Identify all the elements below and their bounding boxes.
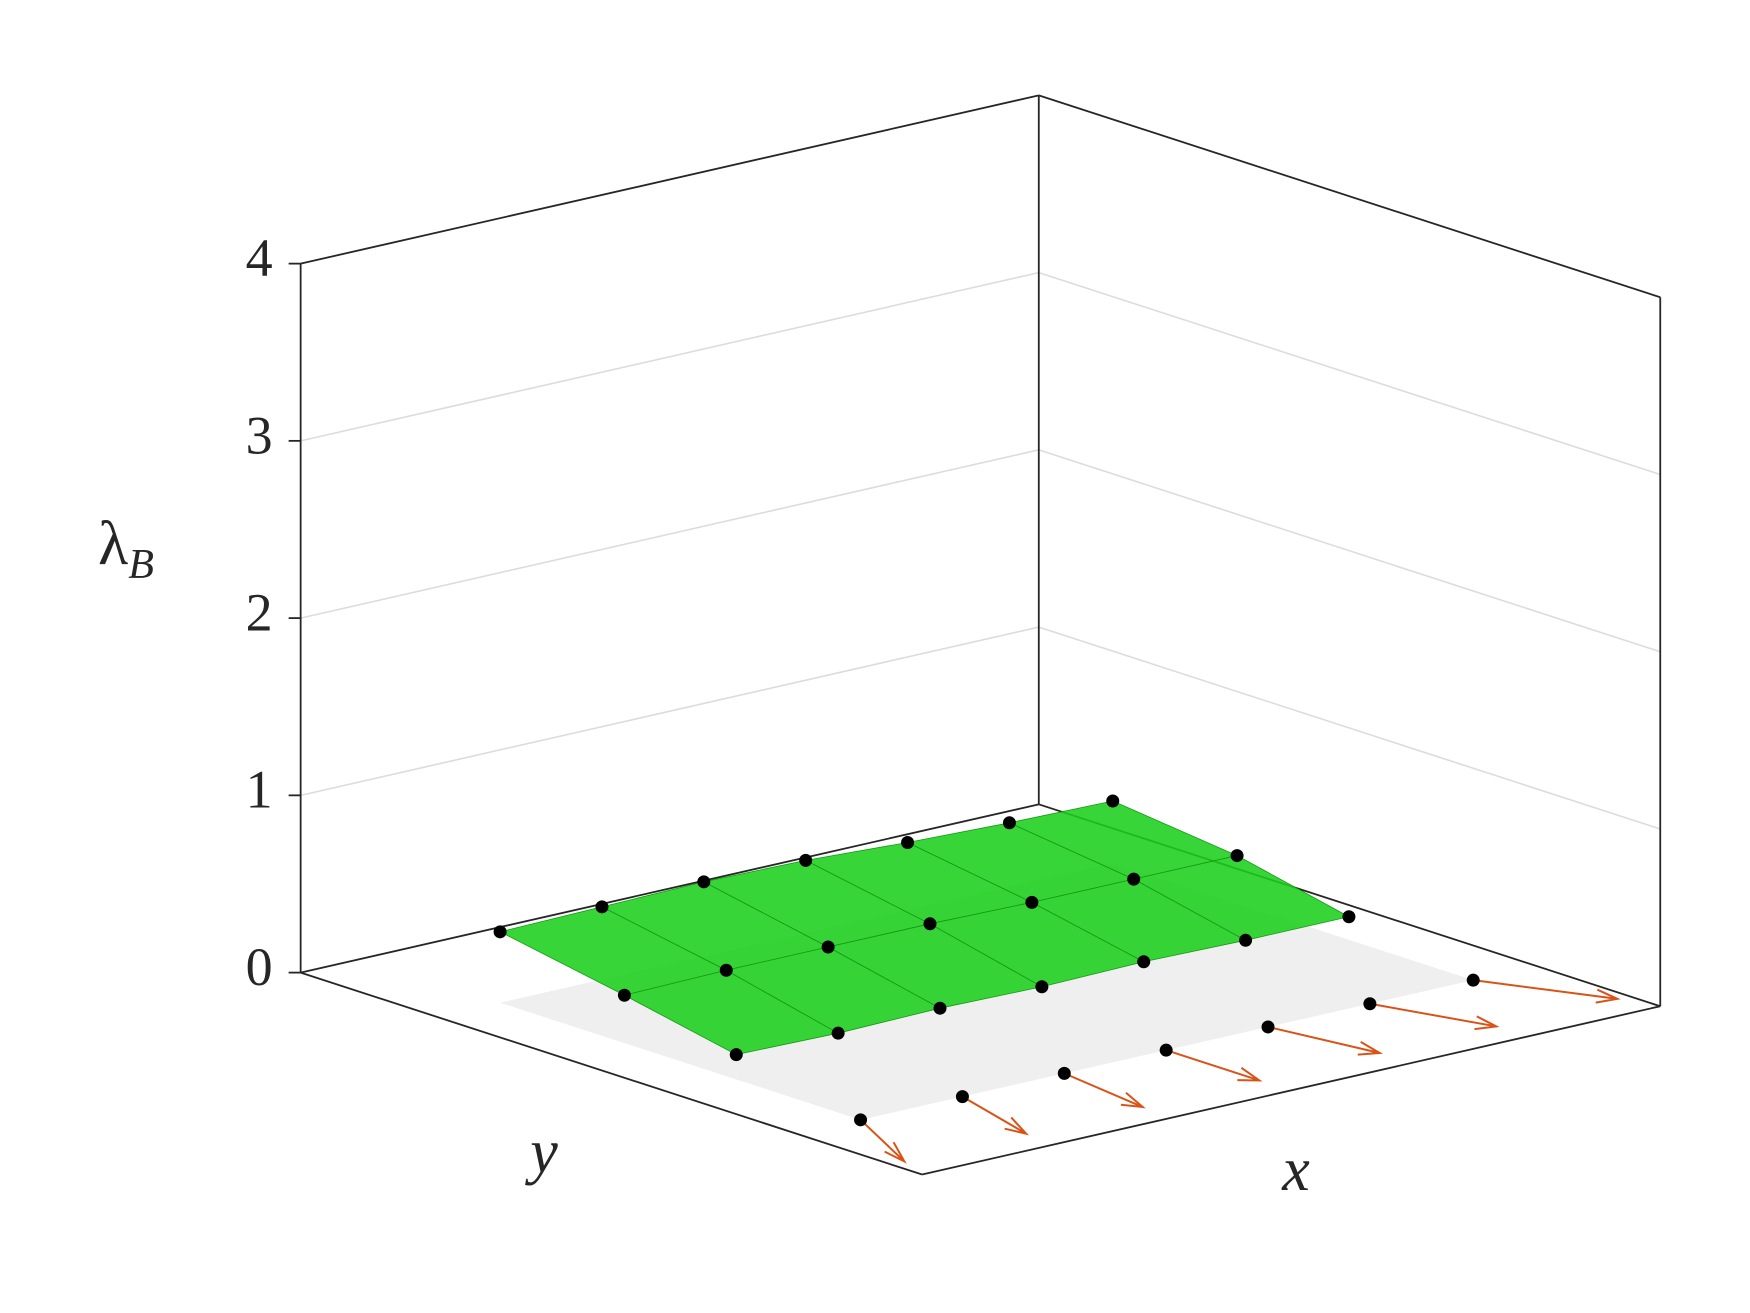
arrow bbox=[961, 1095, 1030, 1136]
axis-line bbox=[921, 1005, 1661, 1176]
grid-line bbox=[1038, 271, 1661, 476]
arrow-path bbox=[1165, 1049, 1263, 1082]
data-point bbox=[1230, 849, 1244, 863]
arrow-path bbox=[1369, 1002, 1500, 1031]
data-point bbox=[617, 988, 631, 1002]
arrow-path bbox=[1267, 1025, 1383, 1056]
data-point bbox=[729, 1048, 743, 1062]
data-point bbox=[493, 925, 507, 939]
data-point bbox=[799, 853, 813, 867]
grid-line bbox=[300, 271, 1039, 442]
z-axis-label: λB bbox=[98, 510, 154, 587]
axis-line bbox=[1038, 94, 1661, 299]
z-tick-label: 3 bbox=[246, 405, 273, 465]
data-point bbox=[923, 917, 937, 931]
z-label-symbol: λ bbox=[98, 510, 128, 578]
data-point bbox=[1159, 1043, 1173, 1057]
axis-line bbox=[300, 94, 1039, 265]
data-point bbox=[933, 1001, 947, 1015]
arrow-path bbox=[961, 1095, 1030, 1136]
data-point bbox=[1342, 910, 1356, 924]
z-tick-label: 2 bbox=[246, 582, 273, 642]
arrow-path bbox=[859, 1119, 907, 1164]
grid-line bbox=[1038, 449, 1661, 653]
z-tick-label: 0 bbox=[246, 937, 273, 997]
data-point bbox=[1035, 980, 1049, 994]
arrow-path bbox=[1063, 1072, 1146, 1109]
data-point bbox=[1127, 872, 1141, 886]
y-axis-label: y bbox=[524, 1118, 558, 1186]
data-point bbox=[1106, 794, 1120, 808]
data-point bbox=[901, 835, 915, 849]
data-point bbox=[595, 900, 609, 914]
z-tick-label: 4 bbox=[246, 228, 273, 288]
grid-line bbox=[1038, 626, 1661, 830]
data-point bbox=[1261, 1020, 1275, 1034]
data-point bbox=[1002, 816, 1016, 830]
arrow bbox=[1267, 1025, 1383, 1056]
data-point bbox=[697, 875, 711, 889]
data-point bbox=[821, 940, 835, 954]
axis-line bbox=[300, 803, 1039, 974]
data-point bbox=[854, 1113, 868, 1127]
data-point bbox=[1057, 1066, 1071, 1080]
data-point bbox=[1239, 933, 1253, 947]
arrow bbox=[1369, 1002, 1500, 1031]
grid-line bbox=[300, 449, 1039, 619]
data-point bbox=[1363, 997, 1377, 1011]
data-point bbox=[1137, 955, 1151, 969]
arrow bbox=[1063, 1072, 1146, 1109]
data-point bbox=[1025, 895, 1039, 909]
arrow bbox=[1473, 979, 1621, 1004]
data-point bbox=[1466, 973, 1480, 987]
axis-line bbox=[300, 971, 923, 1176]
arrow-path bbox=[1473, 979, 1621, 1004]
arrow bbox=[1165, 1049, 1263, 1082]
z-label-subscript: B bbox=[128, 542, 154, 588]
data-point bbox=[955, 1090, 969, 1104]
arrow bbox=[859, 1119, 907, 1164]
grid-line bbox=[300, 626, 1039, 797]
data-point bbox=[719, 963, 733, 977]
z-tick-label: 1 bbox=[246, 760, 273, 820]
data-point bbox=[831, 1026, 845, 1040]
x-axis-label: x bbox=[1281, 1136, 1310, 1204]
